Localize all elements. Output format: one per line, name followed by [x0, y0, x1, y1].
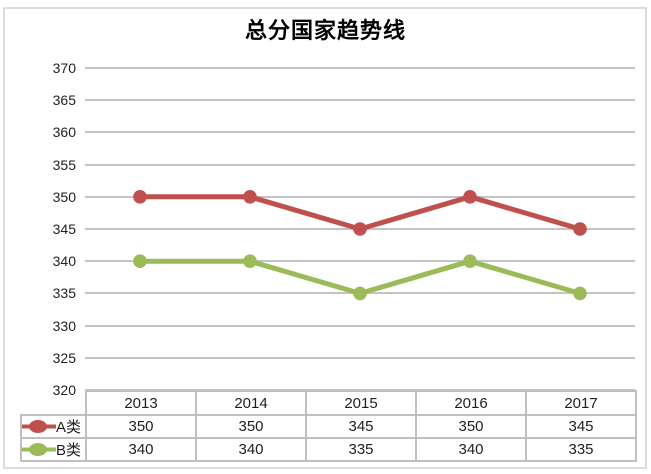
table-value-cell: 335 — [305, 437, 417, 462]
gridline — [85, 99, 635, 102]
legend-label: A类 — [56, 419, 82, 436]
gridline — [85, 195, 635, 198]
gridline — [85, 131, 635, 134]
gridline — [85, 356, 635, 359]
legend-cell: A类 — [20, 414, 87, 439]
table-row: A类 350 350 345 350 345 — [20, 414, 637, 439]
gridline — [85, 389, 635, 391]
table-value-cell: 350 — [415, 414, 527, 439]
y-axis-tick-label: 335 — [52, 285, 76, 302]
y-axis-tick-label: 355 — [52, 156, 76, 173]
gridline — [85, 67, 635, 69]
year-header-cell: 2013 — [85, 390, 197, 416]
chart-title: 总分国家趋势线 — [244, 18, 406, 43]
table-row: B类 340 340 335 340 335 — [20, 437, 637, 462]
year-header-cell: 2017 — [525, 390, 637, 416]
y-axis-tick-label: 325 — [52, 349, 76, 366]
series-line — [137, 194, 583, 232]
table-corner-blank — [21, 391, 86, 415]
table-value-cell: 340 — [85, 437, 197, 462]
year-header-cell: 2015 — [305, 390, 417, 416]
legend-cell: B类 — [20, 437, 87, 462]
gridline — [85, 324, 635, 327]
table-value-cell: 350 — [195, 414, 307, 439]
y-axis-tick-label: 370 — [52, 60, 76, 76]
table-header-row: 2013 2014 2015 2016 2017 — [21, 390, 637, 416]
y-axis-tick-label: 340 — [52, 253, 76, 270]
y-axis-tick-label: 345 — [52, 221, 76, 237]
legend-key-icon — [23, 443, 56, 456]
y-axis-tick-label: 360 — [52, 124, 76, 141]
series-line — [137, 258, 583, 296]
year-header-cell: 2014 — [195, 390, 307, 416]
year-header-cell: 2016 — [415, 390, 527, 416]
table-value-cell: 350 — [85, 414, 197, 439]
y-axis-tick-label: 330 — [52, 317, 76, 334]
legend-key-icon — [23, 420, 56, 433]
table-value-cell: 340 — [195, 437, 307, 462]
y-axis-tick-label: 350 — [52, 188, 76, 205]
legend-label: B类 — [56, 442, 82, 459]
table-value-cell: 345 — [305, 414, 417, 439]
gridline — [85, 163, 635, 166]
gridline — [85, 292, 635, 295]
table-value-cell: 335 — [525, 437, 637, 462]
y-axis-tick-label: 365 — [52, 92, 76, 109]
gridline — [85, 260, 635, 263]
data-table: 2013 2014 2015 2016 2017 A类 350 350 345 350 345 B类 3… — [20, 390, 637, 462]
table-value-cell: 340 — [415, 437, 527, 462]
y-axis-tick-label: 320 — [52, 382, 76, 398]
gridline — [85, 228, 635, 230]
table-value-cell: 345 — [525, 414, 637, 439]
